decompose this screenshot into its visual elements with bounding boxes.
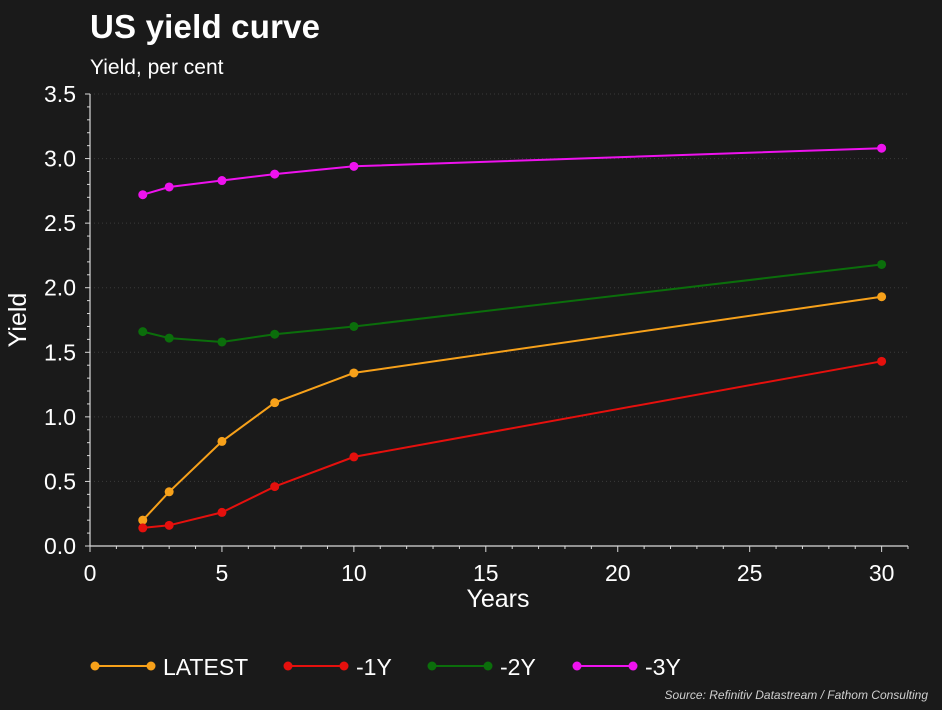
- y-axis-ticks: 0.0 0.5 1.0 1.5 2.0 2.5 3.0 3.5: [44, 81, 76, 559]
- legend-swatch-marker: [427, 661, 437, 671]
- series-1y: [138, 356, 887, 533]
- chart-subtitle: Yield, per cent: [90, 56, 224, 79]
- data-point-3y: [164, 182, 174, 192]
- data-point-latest: [164, 487, 174, 497]
- legend-swatch-marker: [283, 661, 293, 671]
- legend-swatch-marker: [146, 661, 156, 671]
- data-point-2y: [877, 259, 887, 269]
- data-point-3y: [349, 161, 359, 171]
- data-point-latest: [877, 292, 887, 302]
- chart-title: US yield curve: [90, 8, 321, 45]
- y-tick-label: 0.5: [44, 468, 76, 494]
- legend-swatch-marker: [483, 661, 493, 671]
- legend-item-3y: -3Y: [572, 654, 681, 680]
- x-tick-label: 10: [341, 560, 367, 586]
- x-tick-label: 30: [869, 560, 895, 586]
- series-latest: [138, 292, 887, 525]
- legend-label: -1Y: [356, 654, 392, 680]
- data-point-1y: [349, 452, 359, 462]
- series-2y: [138, 259, 887, 347]
- legend-label: -3Y: [645, 654, 681, 680]
- x-tick-label: 20: [605, 560, 631, 586]
- x-tick-label: 0: [84, 560, 97, 586]
- data-point-latest: [270, 398, 280, 408]
- x-tick-label: 5: [216, 560, 229, 586]
- data-point-1y: [164, 520, 174, 530]
- y-tick-label: 2.0: [44, 275, 76, 301]
- data-point-3y: [270, 169, 280, 179]
- legend-item-2y: -2Y: [427, 654, 536, 680]
- axes: [85, 93, 909, 552]
- y-tick-label: 2.5: [44, 210, 76, 236]
- data-point-2y: [217, 337, 227, 347]
- data-point-2y: [138, 327, 148, 337]
- legend-swatch-marker: [628, 661, 638, 671]
- data-point-3y: [138, 190, 148, 200]
- y-axis-label: Yield: [4, 293, 32, 348]
- series-line-3y: [142, 147, 882, 196]
- series-line-latest: [142, 295, 882, 521]
- legend-swatch-marker: [90, 661, 100, 671]
- x-tick-label: 25: [737, 560, 763, 586]
- legend: LATEST -1Y -2Y -3Y: [90, 654, 681, 680]
- series-lines: [138, 143, 887, 533]
- y-tick-label: 3.5: [44, 81, 76, 107]
- legend-label: LATEST: [163, 654, 248, 680]
- data-point-2y: [349, 321, 359, 331]
- legend-swatch-marker: [572, 661, 582, 671]
- y-tick-label: 3.0: [44, 146, 76, 172]
- x-axis-ticks: 0 5 10 15 20 25 30: [84, 560, 895, 586]
- legend-label: -2Y: [500, 654, 536, 680]
- legend-item-1y: -1Y: [283, 654, 392, 680]
- data-point-3y: [217, 176, 227, 186]
- data-point-1y: [217, 507, 227, 517]
- x-tick-label: 15: [473, 560, 499, 586]
- data-point-latest: [138, 515, 148, 525]
- data-point-1y: [138, 523, 148, 533]
- y-tick-label: 1.0: [44, 404, 76, 430]
- series-3y: [138, 143, 887, 200]
- data-point-2y: [164, 333, 174, 343]
- y-tick-label: 1.5: [44, 339, 76, 365]
- data-point-1y: [877, 356, 887, 366]
- data-point-latest: [349, 368, 359, 378]
- series-line-1y: [142, 360, 882, 529]
- y-tick-label: 0.0: [44, 533, 76, 559]
- legend-swatch-marker: [339, 661, 349, 671]
- data-point-latest: [217, 436, 227, 446]
- data-point-1y: [270, 482, 280, 492]
- data-point-3y: [877, 143, 887, 153]
- series-line-2y: [142, 263, 882, 344]
- data-point-2y: [270, 329, 280, 339]
- legend-item-latest: LATEST: [90, 654, 248, 680]
- x-axis-label: Years: [466, 585, 529, 613]
- source-note: Source: Refinitiv Datastream / Fathom Co…: [664, 688, 928, 702]
